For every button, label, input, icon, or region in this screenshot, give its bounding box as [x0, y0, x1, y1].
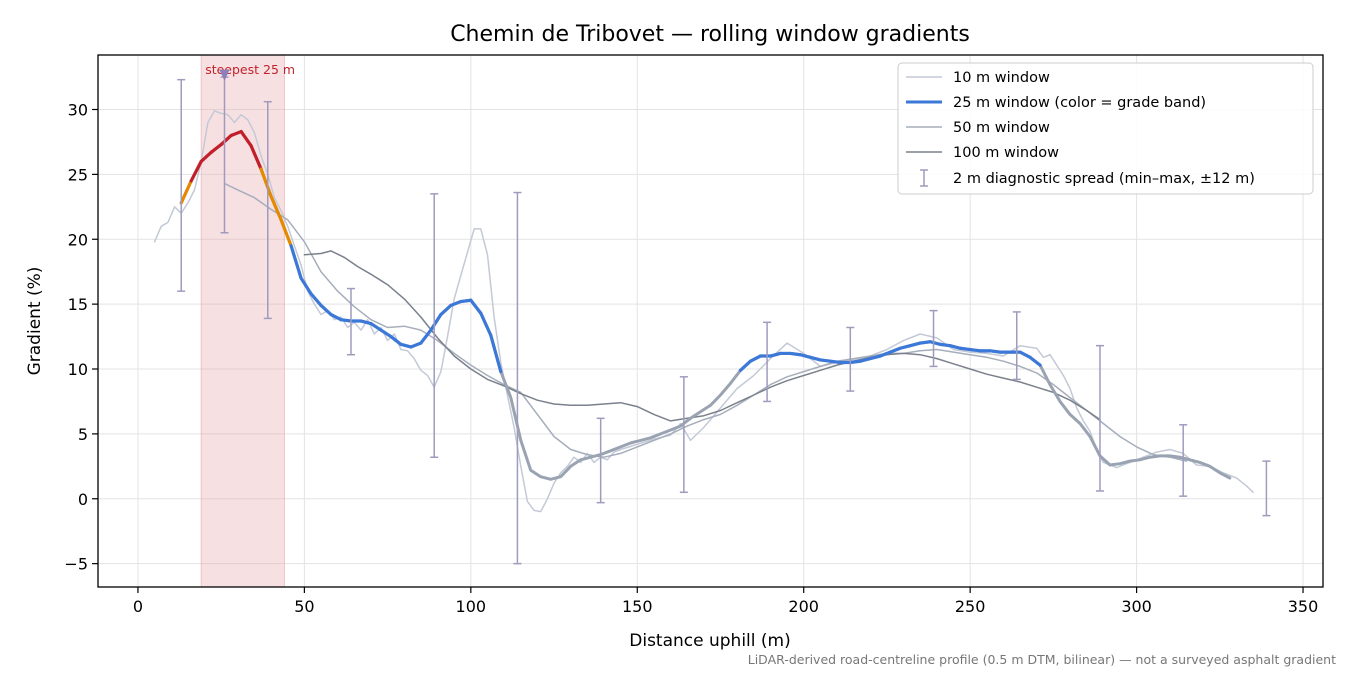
grade-band-segment: [918, 340, 932, 345]
grade-band-segment: [1028, 355, 1042, 367]
grade-band-segment: [858, 357, 872, 363]
grade-band-segment: [958, 346, 972, 352]
y-axis-ticks: −5 0 5 10 15 20 25 30: [64, 100, 98, 574]
grade-band-segment: [359, 319, 373, 326]
series-line-w100: [303, 250, 1101, 422]
grade-band-segment: [948, 344, 962, 350]
y-tick-label-10: 10: [68, 360, 88, 379]
grade-band-segment: [798, 353, 812, 359]
steepest-marker: [219, 69, 230, 81]
grade-band-segment: [339, 318, 353, 323]
grade-band-segment: [469, 298, 483, 315]
grade-band-segment: [818, 358, 832, 363]
grade-band-segment: [748, 354, 763, 363]
grade-band-segment: [489, 333, 503, 374]
grade-band-segment: [399, 342, 413, 349]
legend: 10 m window 25 m window (color = grade b…: [897, 62, 1314, 195]
x-tick-label-50: 50: [294, 597, 314, 616]
y-tick-label-15: 15: [68, 295, 88, 314]
grade-band-segment: [1018, 350, 1032, 359]
x-axis-ticks: 0 50 100 150 200 250 300 350: [133, 587, 1318, 616]
grade-band-segment: [479, 311, 493, 337]
x-tick-label-100: 100: [456, 597, 487, 616]
legend-label-25m: 25 m window (color = grade band): [953, 95, 1206, 111]
grade-band-segment: [928, 340, 942, 346]
y-tick-label--5: −5: [64, 555, 88, 574]
grade-band-segment: [409, 341, 423, 349]
grade-band-segment: [209, 142, 223, 154]
grade-band-segment: [888, 346, 902, 354]
grade-band-segment: [808, 355, 822, 362]
grade-band-segment: [319, 303, 333, 317]
y-axis-label: Gradient (%): [25, 267, 45, 376]
grade-band-segment: [419, 328, 433, 345]
grade-band-segment: [329, 312, 343, 322]
grade-band-segment: [878, 350, 892, 358]
grade-band-segment: [828, 359, 842, 365]
x-tick-label-0: 0: [133, 597, 143, 616]
series-line-w50: [223, 182, 1188, 462]
steepest-label: steepest 25 m: [205, 62, 295, 77]
grade-band-segment: [988, 349, 1002, 354]
series-line-w10: [153, 110, 1254, 513]
plot-frame: [97, 54, 1324, 588]
grade-band-segment: [908, 341, 922, 348]
grade-band-segment: [369, 321, 383, 332]
footnote: LiDAR-derived road-centreline profile (0…: [748, 652, 1336, 667]
steepest-annotation: steepest 25 m: [205, 62, 295, 81]
diagnostic-error-bars: [177, 76, 1271, 565]
grade-band-segment: [259, 167, 273, 199]
grade-band-segment: [848, 359, 862, 365]
grade-band-segment: [219, 133, 233, 147]
legend-label-10m: 10 m window: [953, 70, 1050, 86]
chart-title: Chemin de Tribovet — rolling window grad…: [450, 22, 970, 47]
grade-band-segment: [868, 354, 882, 361]
grade-band-segment: [299, 276, 313, 296]
legend-label-errorbar: 2 m diagnostic spread (min–max, ±12 m): [953, 171, 1255, 187]
x-tick-label-300: 300: [1121, 597, 1152, 616]
grade-band-segment: [279, 218, 293, 248]
grade-band-segment: [379, 328, 393, 339]
grade-band-segment: [898, 344, 912, 350]
grade-band-segment: [938, 342, 952, 348]
grade-band-segment: [968, 347, 982, 353]
grade-band-segment: [199, 150, 213, 163]
grade-band-segment: [239, 129, 253, 148]
y-tick-label-30: 30: [68, 100, 88, 119]
y-tick-label-20: 20: [68, 230, 88, 249]
grade-band-segment: [788, 351, 802, 357]
grade-band-segment: [389, 334, 403, 346]
grade-band-segment: [189, 159, 203, 183]
y-tick-label-5: 5: [78, 425, 88, 444]
grade-band-segment: [768, 351, 783, 358]
grade-band-segment: [449, 299, 463, 308]
x-tick-label-150: 150: [622, 597, 653, 616]
grade-band-segment: [249, 144, 263, 171]
grade-band-segment: [459, 298, 473, 304]
grade-band-segment: [179, 179, 193, 205]
legend-label-50m: 50 m window: [953, 120, 1050, 136]
y-tick-label-25: 25: [68, 165, 88, 184]
x-tick-label-350: 350: [1288, 597, 1319, 616]
x-tick-label-200: 200: [788, 597, 819, 616]
x-axis-label: Distance uphill (m): [629, 631, 790, 651]
grade-band-segment: [289, 244, 303, 280]
grade-band-segment: [229, 129, 243, 138]
series-lines: [153, 110, 1254, 513]
grade-band-segment: [429, 312, 443, 332]
x-tick-label-250: 250: [955, 597, 986, 616]
grade-band-segment: [738, 359, 753, 372]
legend-box: [897, 62, 1314, 195]
grade-band-segment: [269, 194, 283, 222]
y-tick-label-0: 0: [78, 490, 88, 509]
grade-band-segment: [309, 292, 323, 308]
grade-band-segment: [439, 303, 453, 317]
legend-label-100m: 100 m window: [953, 145, 1059, 161]
